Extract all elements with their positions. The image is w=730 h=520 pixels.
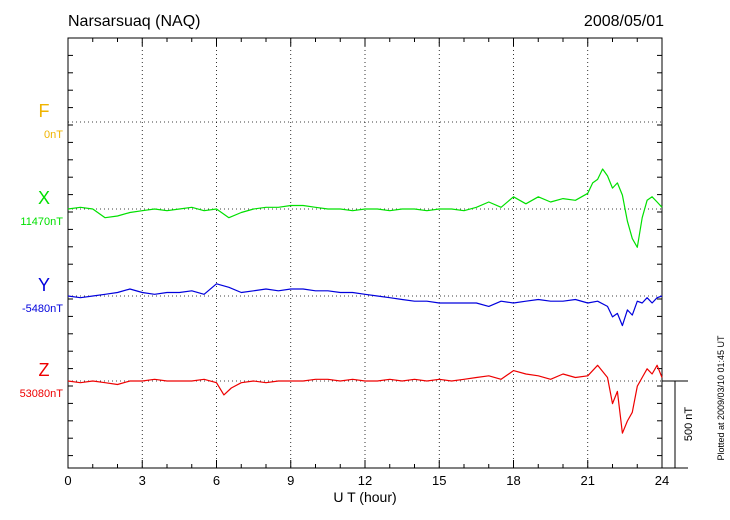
series-baseline-X: 11470nT xyxy=(20,216,63,228)
series-line-X xyxy=(67,168,663,248)
x-tick-label-12: 12 xyxy=(358,473,372,488)
series-name-Z: Z xyxy=(39,360,50,380)
series-line-Z xyxy=(67,364,663,434)
chart-title: Narsarsuaq (NAQ) xyxy=(68,13,200,30)
x-tick-label-3: 3 xyxy=(139,473,146,488)
series-name-Y: Y xyxy=(38,275,50,295)
x-tick-label-21: 21 xyxy=(581,473,595,488)
axis-ticks xyxy=(67,38,663,468)
series-baseline-F: 0nT xyxy=(44,129,63,141)
x-tick-label-18: 18 xyxy=(506,473,520,488)
x-tick-labels: 0 3 6 9 12 15 18 21 24 xyxy=(64,473,669,488)
series-line-Y xyxy=(67,283,663,327)
plot-timestamp: Plotted at 2009/03/10 01:45 UT xyxy=(716,335,726,461)
x-tick-label-15: 15 xyxy=(432,473,446,488)
chart-date: 2008/05/01 xyxy=(584,13,664,30)
plot-frame xyxy=(67,37,663,469)
x-tick-label-9: 9 xyxy=(287,473,294,488)
series-name-F: F xyxy=(39,101,50,121)
series-baseline-Y: -5480nT xyxy=(22,303,63,315)
series-baseline-Z: 53080nT xyxy=(20,388,64,400)
series-lines xyxy=(67,168,663,434)
scale-bar-label: 500 nT xyxy=(683,407,695,442)
series-labels: F 0nT X 11470nT Y -5480nT Z 53080nT xyxy=(20,101,64,400)
grid-lines xyxy=(68,38,662,468)
x-tick-label-6: 6 xyxy=(213,473,220,488)
x-axis-label: U T (hour) xyxy=(333,489,396,505)
x-tick-label-0: 0 xyxy=(64,473,71,488)
x-tick-label-24: 24 xyxy=(655,473,669,488)
scale-bar: 500 nT xyxy=(662,380,695,469)
series-name-X: X xyxy=(38,188,50,208)
